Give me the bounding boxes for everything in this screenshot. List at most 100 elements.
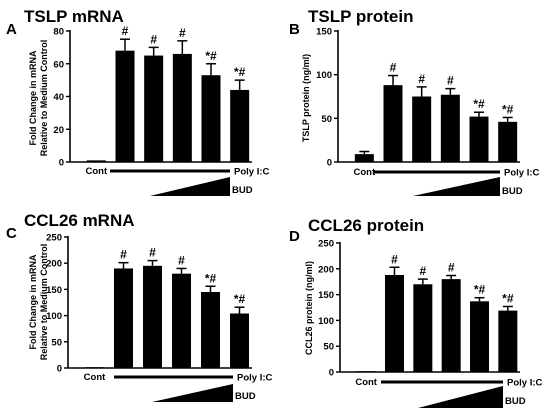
y-tick-label: 50	[51, 337, 62, 348]
bar	[201, 75, 221, 162]
significance-label: #	[150, 32, 157, 46]
y-axis-label: Fold Change in mRNA	[28, 50, 38, 145]
bar	[144, 55, 164, 162]
significance-label: *#	[205, 49, 217, 63]
significance-label: #	[122, 24, 129, 38]
chart-panel-d: D CCL26 protein CCL26 protein (ng/ml) 0 50 10…	[289, 216, 543, 408]
panel-label: B	[289, 21, 300, 38]
panel-label: C	[6, 225, 17, 242]
y-axis-label: Fold Change in mRNA	[28, 254, 38, 349]
bar	[172, 273, 191, 368]
significance-label: *#	[234, 292, 246, 306]
poly-ic-label: Poly I:C	[234, 167, 270, 178]
bar	[354, 154, 374, 162]
y-tick-label: 80	[53, 27, 64, 38]
significance-label: #	[120, 248, 127, 262]
bar	[86, 160, 106, 162]
bar	[201, 292, 220, 368]
bar	[412, 96, 432, 162]
significance-label: #	[149, 246, 156, 260]
bar	[85, 367, 104, 368]
significance-label: *#	[234, 65, 246, 79]
significance-label: *#	[473, 97, 485, 111]
panel-label: D	[289, 228, 300, 245]
bar	[383, 85, 403, 162]
poly-ic-label: Poly I:C	[507, 378, 543, 389]
y-tick-label: 100	[316, 70, 332, 81]
chart-panel-b: B TSLP protein TSLP protein (ng/ml) 0 50 100 1…	[289, 7, 540, 197]
chart-title: CCL26 protein	[308, 216, 424, 235]
bud-label: BUD	[235, 391, 256, 402]
poly-ic-label: Poly I:C	[237, 373, 273, 384]
significance-label: *#	[474, 283, 486, 297]
chart-title: CCL26 mRNA	[24, 211, 135, 230]
bar	[356, 371, 376, 372]
y-axis-label: TSLP protein (ng/ml)	[301, 54, 311, 142]
bud-dose-triangle	[152, 384, 233, 402]
bar	[413, 284, 433, 372]
y-tick-label: 100	[318, 316, 334, 327]
significance-label: #	[391, 252, 398, 266]
significance-label: *#	[205, 271, 217, 285]
bar	[230, 89, 250, 162]
y-tick-label: 100	[46, 311, 62, 322]
x-tick-label: Cont	[354, 167, 376, 178]
significance-label: #	[179, 26, 186, 40]
bar	[498, 310, 518, 372]
x-tick-label: Cont	[86, 166, 108, 177]
bud-dose-triangle	[413, 177, 500, 196]
y-axis-label: CCL26 protein (ng/ml)	[304, 261, 314, 355]
bar	[172, 53, 192, 162]
chart-title: TSLP protein	[308, 7, 413, 26]
y-tick-label: 0	[59, 158, 64, 169]
x-tick-label: Cont	[84, 372, 106, 383]
poly-ic-label: Poly I:C	[504, 168, 540, 179]
bud-label: BUD	[502, 186, 523, 197]
bar	[114, 268, 133, 368]
y-tick-label: 150	[316, 27, 332, 38]
bud-dose-triangle	[150, 177, 230, 196]
bar	[498, 121, 518, 162]
bar	[470, 301, 489, 372]
bar	[440, 94, 460, 162]
y-tick-label: 250	[46, 233, 62, 244]
y-tick-label: 200	[318, 264, 334, 275]
bar	[385, 274, 404, 372]
significance-label: #	[448, 261, 455, 275]
significance-label: #	[419, 264, 426, 278]
y-tick-label: 50	[323, 342, 334, 353]
bar	[441, 279, 461, 372]
chart-panel-a: A TSLP mRNA Fold Change in mRNA Relative to…	[6, 7, 270, 196]
bud-label: BUD	[232, 185, 253, 196]
y-tick-label: 200	[46, 259, 62, 270]
y-axis-label-line2: Relative to Medium Control	[39, 40, 49, 157]
y-tick-label: 50	[321, 114, 332, 125]
bar	[143, 265, 162, 368]
significance-label: #	[390, 61, 397, 75]
y-tick-label: 0	[327, 158, 332, 169]
bar	[469, 116, 489, 162]
y-tick-label: 250	[318, 239, 334, 250]
y-axis-label-line2: Relative to Medium Control	[39, 244, 49, 361]
significance-label: *#	[502, 102, 514, 116]
significance-label: *#	[502, 291, 514, 305]
y-tick-label: 150	[318, 290, 334, 301]
y-tick-label: 0	[329, 368, 334, 379]
chart-panel-c: C CCL26 mRNA Fold Change in mRNA Relative t…	[6, 211, 273, 402]
bud-dose-triangle	[418, 386, 503, 408]
significance-label: #	[418, 72, 425, 86]
bar	[115, 50, 135, 162]
y-tick-label: 40	[53, 92, 64, 103]
x-tick-label: Cont	[355, 377, 377, 388]
y-tick-label: 60	[53, 59, 64, 70]
y-tick-label: 150	[46, 285, 62, 296]
significance-label: #	[447, 74, 454, 88]
bud-label: BUD	[505, 396, 526, 407]
bar	[230, 313, 249, 368]
chart-title: TSLP mRNA	[24, 7, 124, 26]
panel-label: A	[6, 21, 17, 38]
y-tick-label: 20	[53, 125, 64, 136]
y-tick-label: 0	[57, 364, 62, 375]
significance-label: #	[178, 253, 185, 267]
